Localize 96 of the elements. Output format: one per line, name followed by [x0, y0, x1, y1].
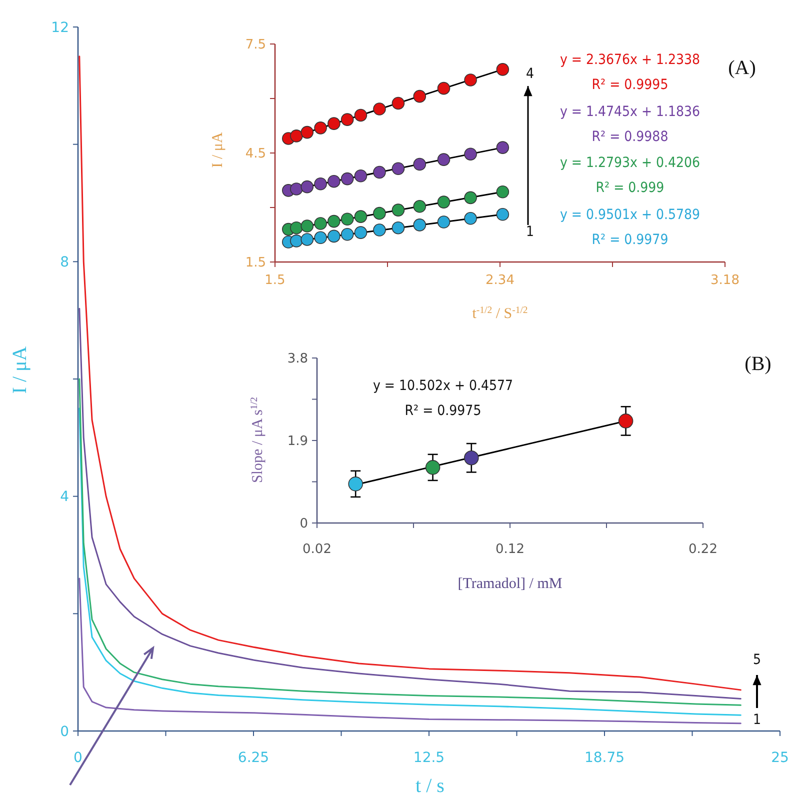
point [328, 174, 340, 188]
x-tick-label: 18.75 [584, 750, 625, 766]
point [425, 460, 440, 475]
point [496, 141, 510, 154]
point [413, 218, 426, 232]
annotation: y = 1.2793x + 0.4206 [560, 155, 700, 171]
y-tick-label: 8 [60, 254, 69, 271]
annotation: R² = 0.9979 [592, 232, 668, 248]
annotation: 1 [526, 224, 534, 240]
point [314, 122, 327, 134]
annotation: R² = 0.999 [596, 180, 664, 196]
line-series [78, 578, 742, 724]
point [496, 63, 510, 76]
point [354, 210, 368, 223]
point [314, 231, 327, 244]
point [354, 226, 368, 239]
annotation: y = 10.502x + 0.4577 [372, 378, 514, 394]
point [340, 113, 354, 126]
y-tick-label: 1.5 [245, 256, 266, 271]
x-tick-label: 25 [771, 750, 789, 766]
annotation: 1 [752, 712, 762, 728]
annotation: R² = 0.9995 [592, 77, 668, 93]
point [300, 220, 314, 232]
annotation: y = 1.4745x + 1.1836 [560, 104, 700, 120]
annotation: y = 0.9501x + 0.5789 [560, 207, 700, 223]
y-tick-label: 12 [51, 20, 69, 36]
y-tick-label: 3.8 [287, 352, 308, 367]
x-tick-label: 3.18 [710, 273, 740, 288]
point [300, 233, 314, 246]
x-tick-label: 6.25 [238, 750, 270, 766]
annotation: R² = 0.9975 [404, 403, 482, 419]
x-axis-title: [Tramadol] / mM [458, 576, 562, 592]
point [373, 102, 386, 116]
annotation: R² = 0.9988 [592, 129, 668, 145]
point [290, 130, 303, 142]
point [290, 221, 303, 234]
point [437, 216, 450, 228]
point [354, 169, 368, 182]
point [340, 228, 354, 241]
point [392, 204, 405, 216]
annotation: y = 2.3676x + 1.2338 [560, 52, 700, 68]
point [618, 414, 634, 428]
point [464, 212, 477, 225]
point [464, 74, 477, 86]
y-tick-label: 4.5 [245, 146, 266, 162]
point [354, 108, 368, 122]
point [392, 221, 405, 234]
point [496, 208, 510, 221]
x-tick-label: 12.5 [413, 750, 445, 766]
y-tick-label: 1.9 [287, 434, 308, 450]
point [437, 196, 450, 208]
point [373, 206, 386, 220]
x-tick-label: 1.5 [264, 273, 286, 288]
point [392, 162, 405, 176]
point [464, 191, 477, 204]
point [290, 182, 303, 196]
point [437, 82, 450, 95]
point [290, 234, 303, 248]
point [328, 230, 340, 243]
point [392, 96, 405, 110]
annotation: 4 [526, 66, 534, 82]
point [328, 214, 340, 228]
x-tick-label: 0 [74, 750, 82, 766]
y-tick-label: 0 [300, 516, 308, 532]
point [413, 200, 426, 213]
x-tick-label: 0.22 [688, 542, 718, 557]
point [340, 212, 354, 226]
x-axis-title: t / s [416, 775, 445, 797]
y-tick-label: 4 [60, 489, 70, 506]
point [348, 476, 363, 492]
point [314, 217, 327, 230]
point [373, 224, 386, 236]
annotation: (A) [728, 57, 756, 79]
point [496, 185, 510, 198]
x-tick-label: 0.12 [496, 542, 524, 557]
point [340, 172, 354, 186]
line-series [78, 308, 742, 700]
point [314, 177, 327, 190]
point [437, 153, 450, 166]
annotation: (B) [744, 353, 772, 375]
point [413, 158, 426, 171]
point [300, 126, 314, 139]
x-tick-label: 2.34 [486, 273, 514, 288]
y-axis-title: I / μA [210, 132, 226, 168]
point [413, 90, 426, 103]
point [464, 450, 479, 466]
point [464, 148, 477, 160]
y-axis-title: I / μA [9, 346, 31, 394]
annotation: 5 [752, 652, 762, 668]
y-tick-label: 0 [60, 724, 69, 740]
point [373, 166, 386, 179]
point [328, 117, 340, 130]
x-tick-label: 0.02 [302, 542, 332, 557]
point [300, 180, 314, 194]
x-axis-title: t$^{-1/2}$ / S$^{-1/2}$ [472, 304, 528, 322]
y-tick-label: 7.5 [245, 38, 266, 53]
